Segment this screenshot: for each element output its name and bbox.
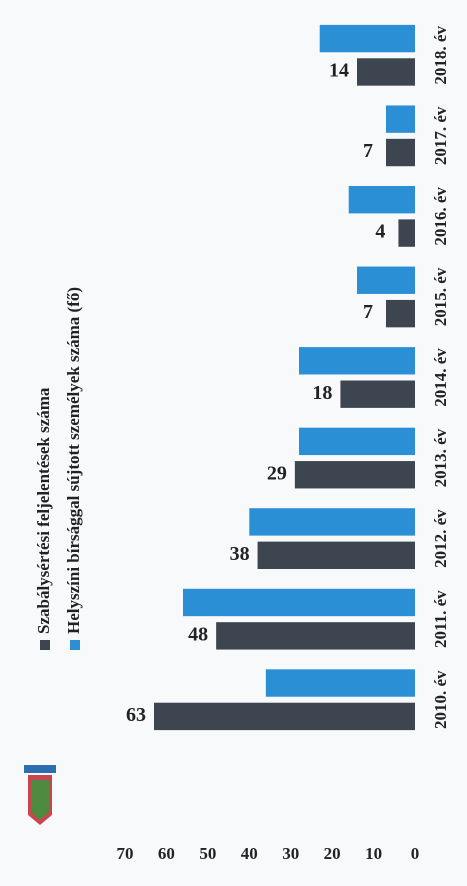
y-tick-label: 30 <box>282 844 299 863</box>
y-tick-label: 10 <box>365 844 382 863</box>
bar <box>257 541 416 569</box>
value-label: 4 <box>375 221 385 243</box>
legend-label: Helyszíni bírsággal sújtott személyek sz… <box>64 287 83 634</box>
x-tick-label: 2010. év <box>431 670 450 729</box>
x-tick-label: 2018. év <box>431 26 450 85</box>
bar <box>386 105 415 133</box>
bar <box>249 508 415 536</box>
y-tick-label: 0 <box>411 844 420 863</box>
logo <box>24 765 56 825</box>
value-label: 48 <box>188 623 208 645</box>
value-label: 7 <box>363 140 373 162</box>
plot: 0 10 20 30 40 50 60 70 Szabálysértési feljelenté… <box>34 24 450 863</box>
x-tick-label: 2011. év <box>431 590 450 648</box>
x-tick-label: 2012. év <box>431 509 450 568</box>
bar <box>216 622 415 650</box>
y-tick-label: 50 <box>199 844 216 863</box>
bar <box>357 266 415 294</box>
legend-label: Szabálysértési feljelentések száma <box>34 387 53 634</box>
y-tick-label: 20 <box>324 844 341 863</box>
bar <box>299 427 415 456</box>
value-label: 29 <box>267 462 287 484</box>
bar <box>183 588 415 617</box>
bar <box>398 219 415 247</box>
value-label: 63 <box>126 704 146 726</box>
legend-marker <box>70 640 80 650</box>
value-label: 7 <box>363 301 373 323</box>
bar <box>265 669 415 697</box>
bar <box>386 299 415 328</box>
bar <box>154 702 415 731</box>
value-label: 14 <box>329 60 349 82</box>
bar <box>299 347 415 375</box>
x-tick-label: 2014. év <box>431 348 450 407</box>
bar <box>386 138 415 167</box>
y-tick-label: 60 <box>158 844 175 863</box>
x-tick-label: 2013. év <box>431 428 450 487</box>
bar <box>340 380 415 408</box>
value-label: 38 <box>230 543 250 565</box>
y-tick-label: 40 <box>241 844 258 863</box>
legend-marker <box>40 640 50 650</box>
x-tick-label: 2015. év <box>431 267 450 326</box>
x-tick-label: 2017. év <box>431 106 450 165</box>
bar <box>357 58 415 86</box>
value-label: 18 <box>312 382 332 404</box>
bar <box>348 186 416 214</box>
bar <box>294 461 416 489</box>
x-tick-label: 2016. év <box>431 187 450 246</box>
bar <box>319 24 416 53</box>
y-tick-label: 70 <box>117 844 134 863</box>
